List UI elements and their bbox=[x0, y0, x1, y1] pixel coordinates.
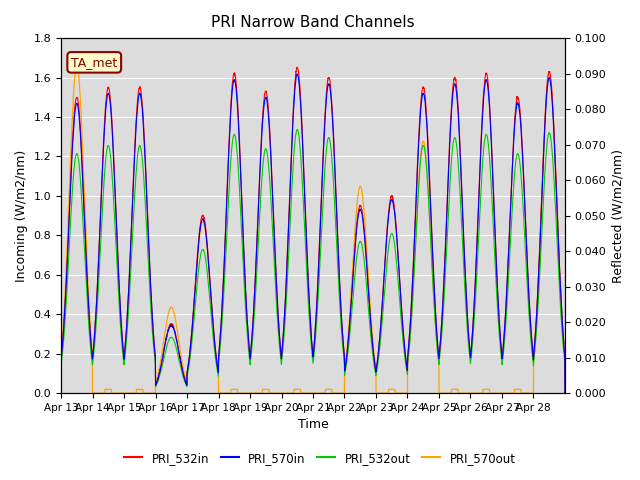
X-axis label: Time: Time bbox=[298, 419, 328, 432]
Text: TA_met: TA_met bbox=[71, 56, 117, 69]
Legend: PRI_532in, PRI_570in, PRI_532out, PRI_570out: PRI_532in, PRI_570in, PRI_532out, PRI_57… bbox=[120, 447, 520, 469]
Title: PRI Narrow Band Channels: PRI Narrow Band Channels bbox=[211, 15, 415, 30]
Y-axis label: Reflected (W/m2/nm): Reflected (W/m2/nm) bbox=[612, 149, 625, 283]
Y-axis label: Incoming (W/m2/nm): Incoming (W/m2/nm) bbox=[15, 149, 28, 282]
